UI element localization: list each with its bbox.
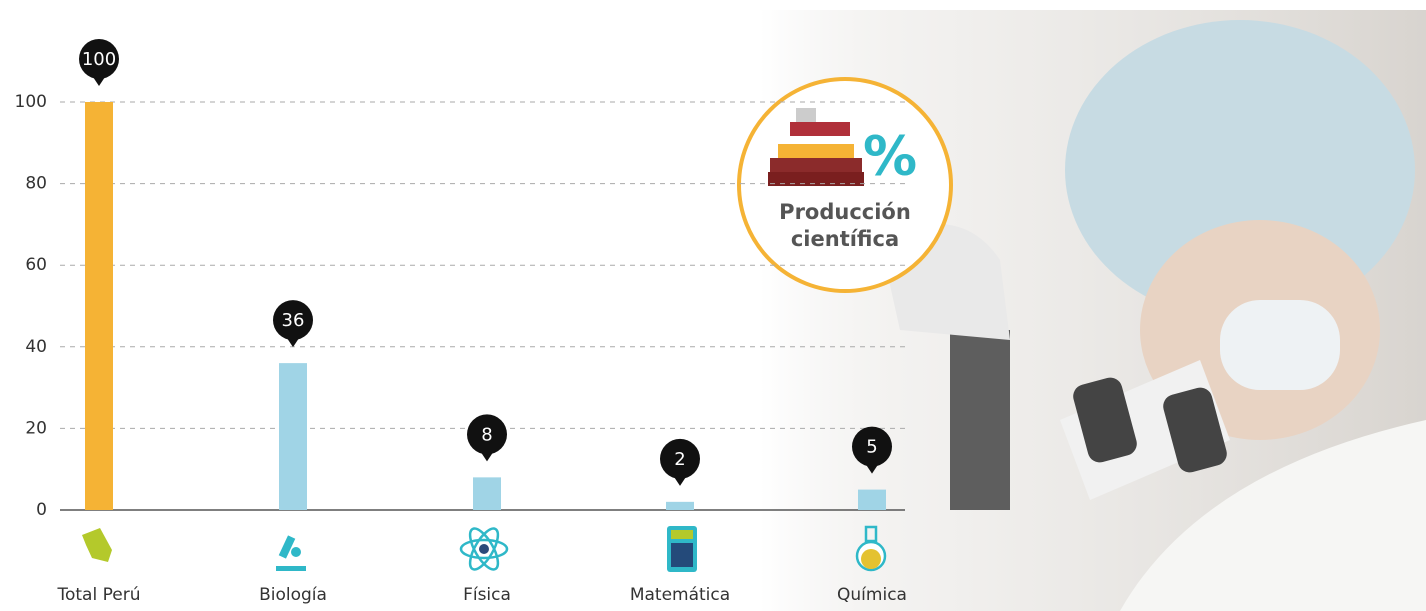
bar	[858, 490, 886, 510]
badge-title: científica	[791, 227, 899, 251]
badge-symbol: %	[863, 125, 917, 188]
value-label: 8	[481, 424, 492, 445]
badge: % Producción científica	[739, 79, 951, 291]
x-tick-label: Biología	[259, 585, 327, 605]
y-tick-label: 40	[25, 337, 47, 357]
y-tick-label: 100	[15, 92, 47, 112]
badge-title: Producción	[779, 200, 911, 224]
y-tick-label: 0	[36, 500, 47, 520]
x-tick-label: Física	[463, 585, 511, 605]
x-tick-label: Matemática	[630, 585, 730, 605]
y-tick-label: 20	[25, 418, 47, 438]
y-tick-label: 80	[25, 174, 47, 194]
bar	[85, 102, 113, 510]
chart: % Producción científica 0 20 40 60 80 100 Tota…	[0, 0, 1426, 611]
x-tick-label: Química	[837, 585, 907, 605]
value-label: 36	[282, 310, 305, 331]
bar	[666, 502, 694, 510]
value-label: 5	[866, 437, 877, 458]
value-label: 2	[674, 449, 685, 470]
value-label: 100	[82, 49, 116, 70]
x-tick-label: Total Perú	[57, 585, 141, 605]
bar	[279, 363, 307, 510]
bar	[473, 477, 501, 510]
y-tick-label: 60	[25, 255, 47, 275]
